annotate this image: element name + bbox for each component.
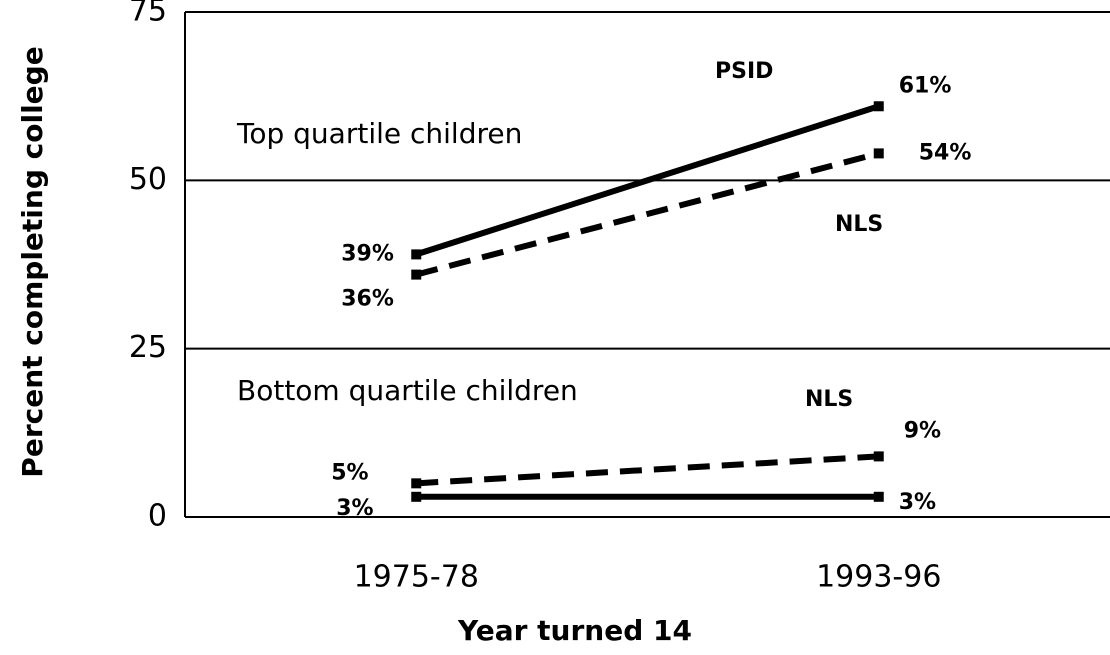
- y-axis-title: Percent completing college: [16, 46, 49, 477]
- data-label: 39%: [341, 241, 394, 266]
- point-marker: [873, 451, 884, 462]
- point-marker: [411, 269, 422, 280]
- data-label: 3%: [336, 496, 373, 521]
- data-label: 3%: [899, 490, 936, 515]
- annotation: Bottom quartile children: [237, 374, 578, 407]
- x-tick-label: 1975-78: [354, 560, 479, 595]
- point-marker: [411, 491, 422, 502]
- data-label: 5%: [331, 460, 368, 485]
- annotation: Top quartile children: [236, 117, 522, 150]
- series-name: NLS: [835, 212, 883, 237]
- point-marker: [411, 478, 422, 489]
- y-tick-label: 0: [148, 499, 167, 534]
- point-marker: [411, 249, 422, 260]
- data-label: 54%: [919, 140, 972, 165]
- point-marker: [873, 148, 884, 159]
- series-line: [415, 103, 880, 258]
- point-marker: [873, 491, 884, 502]
- series-name: PSID: [715, 59, 773, 84]
- data-label: 36%: [341, 287, 394, 312]
- x-tick-label: 1993-96: [816, 560, 941, 595]
- x-axis-title: Year turned 14: [457, 614, 692, 647]
- point-marker: [873, 101, 884, 112]
- series-line: [416, 453, 879, 487]
- y-tick-label: 50: [129, 162, 167, 197]
- data-label: 61%: [899, 73, 952, 98]
- y-tick-label: 25: [129, 330, 167, 365]
- series-name: NLS: [805, 387, 853, 412]
- data-label: 9%: [904, 418, 941, 443]
- series-line: [415, 150, 880, 278]
- y-tick-label: 75: [129, 0, 167, 29]
